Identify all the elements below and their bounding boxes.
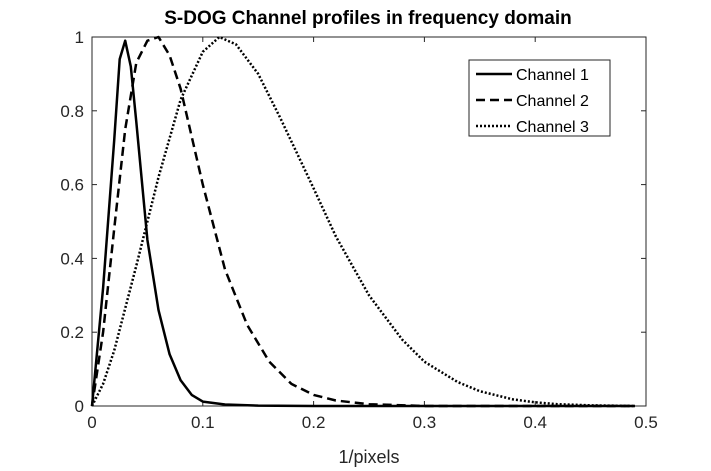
legend-label-channel-1: Channel 1 bbox=[516, 67, 589, 84]
legend-box bbox=[468, 59, 611, 137]
chart-title: S-DOG Channel profiles in frequency doma… bbox=[164, 8, 572, 29]
series-line-channel-1 bbox=[90, 39, 635, 408]
x-tick-label: 0 bbox=[87, 413, 96, 432]
series-lines bbox=[90, 35, 635, 408]
y-tick-label: 1 bbox=[75, 28, 84, 47]
x-tick-label: 0.3 bbox=[413, 413, 437, 432]
series-line-channel-3 bbox=[90, 35, 635, 408]
x-tick-label: 0.5 bbox=[634, 413, 658, 432]
legend: Channel 1 Channel 2 Channel 3 bbox=[468, 59, 611, 137]
x-tick-label: 0.2 bbox=[302, 413, 326, 432]
legend-label-channel-2: Channel 2 bbox=[516, 93, 589, 110]
legend-label-channel-3: Channel 3 bbox=[516, 119, 589, 136]
y-tick-label: 0.8 bbox=[60, 102, 84, 121]
y-tick-label: 0.4 bbox=[60, 249, 84, 268]
x-axis-label: 1/pixels bbox=[338, 447, 399, 467]
y-tick-label: 0 bbox=[75, 397, 84, 416]
legend-entries: Channel 1 Channel 2 Channel 3 bbox=[476, 67, 589, 136]
y-tick-label: 0.2 bbox=[60, 323, 84, 342]
x-tick-label: 0.1 bbox=[191, 413, 215, 432]
series-line-channel-2 bbox=[90, 35, 635, 408]
x-tick-label: 0.4 bbox=[523, 413, 547, 432]
y-tick-label: 0.6 bbox=[60, 176, 84, 195]
axis-ticks: 0 0.1 0.2 0.3 0.4 0.5 0 0.2 0.4 0.6 0.8 1 bbox=[60, 28, 657, 432]
